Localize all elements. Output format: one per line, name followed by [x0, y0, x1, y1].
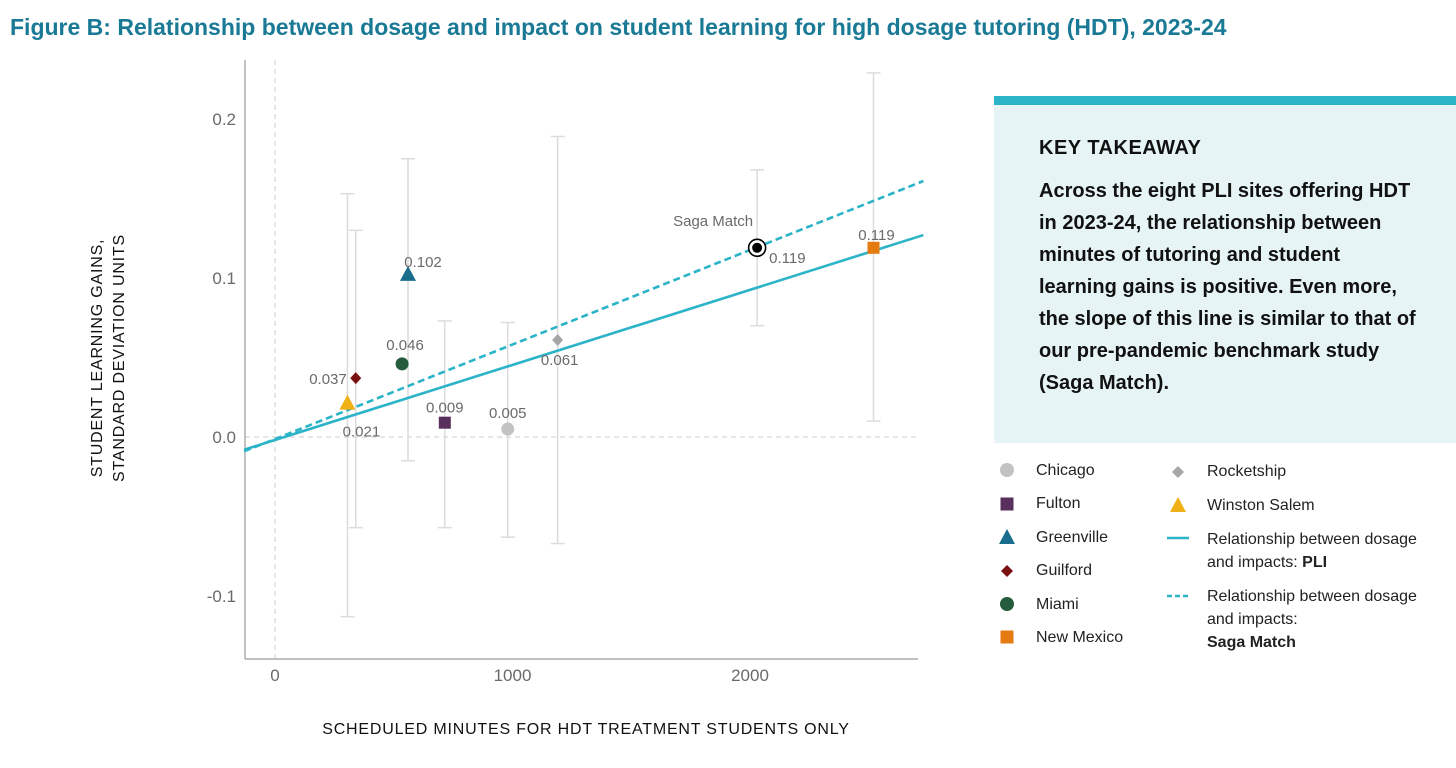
- legend-greenville-label: Greenville: [1036, 529, 1109, 546]
- legend-winston-salem-marker: [1170, 497, 1186, 512]
- legend-greenville-marker: [999, 529, 1015, 544]
- legend-pli-line-text: Relationship between dosage and impacts:: [1207, 531, 1417, 571]
- legend-pli-line-label: Relationship between dosage and impacts:…: [1207, 528, 1437, 574]
- new-mexico-marker: [867, 241, 880, 254]
- legend-rocketship-label: Rocketship: [1207, 463, 1287, 480]
- y-axis-label: STUDENT LEARNING GAINS, STANDARD DEVIATIO…: [89, 234, 128, 482]
- winston-salem-marker: [339, 394, 356, 410]
- legend-fulton-marker: [1000, 497, 1014, 511]
- legend-miami-label: Miami: [1036, 596, 1079, 613]
- takeaway-box: KEY TAKEAWAY Across the eight PLI sites …: [994, 105, 1456, 443]
- new-mexico-value-label: 0.119: [858, 227, 894, 244]
- guilford-marker: [350, 372, 362, 385]
- takeaway-body: Across the eight PLI sites offering HDT …: [1039, 180, 1416, 394]
- guilford-value-label: 0.037: [309, 371, 347, 388]
- y-tick-label: 0.1: [212, 269, 236, 288]
- legend-miami-marker: [1000, 597, 1014, 611]
- legend-saga-line-text: Relationship between dosage and impacts:: [1207, 588, 1417, 628]
- scatter-plot: 0.2 0.1 0.0 -0.1 0 1000 2000 SCHEDULED MINUTES …: [89, 60, 924, 738]
- y-tick-label: 0.0: [212, 428, 236, 447]
- takeaway-accent-bar: [994, 96, 1456, 105]
- rocketship-marker: [552, 334, 564, 347]
- y-axis-label-line2: STANDARD DEVIATION UNITS: [111, 234, 128, 482]
- legend-pli-line-bold: PLI: [1302, 554, 1328, 571]
- chicago-marker: [501, 422, 515, 436]
- legend-rocketship-marker: [1172, 466, 1184, 478]
- saga-match-name-label: Saga Match: [673, 213, 753, 230]
- figure-title: Figure B: Relationship between dosage an…: [10, 14, 1227, 40]
- legend-pli-line-marker: [1167, 536, 1189, 540]
- greenville-value-label: 0.102: [404, 254, 442, 271]
- takeaway-heading: KEY TAKEAWAY: [1039, 137, 1202, 159]
- winston-salem-value-label: 0.021: [343, 424, 381, 441]
- legend-new-mexico-label: New Mexico: [1036, 629, 1124, 646]
- x-axis-label: SCHEDULED MINUTES FOR HDT TREATMENT STUD…: [322, 721, 850, 738]
- saga-match-value-label: 0.119: [769, 250, 805, 267]
- legend-new-mexico-marker: [1000, 630, 1014, 644]
- x-tick-label: 1000: [494, 666, 532, 685]
- legend-chicago-marker: [1000, 463, 1014, 477]
- chicago-value-label: 0.005: [489, 405, 527, 422]
- x-tick-label: 2000: [731, 666, 769, 685]
- fulton-marker: [438, 416, 451, 429]
- legend-saga-line-label: Relationship between dosage and impacts:…: [1207, 585, 1417, 654]
- miami-value-label: 0.046: [386, 337, 424, 354]
- legend-chicago-label: Chicago: [1036, 462, 1095, 479]
- fulton-value-label: 0.009: [426, 400, 464, 417]
- legend-guilford-label: Guilford: [1036, 562, 1093, 579]
- pli-trend-line: [243, 233, 924, 451]
- legend-fulton-label: Fulton: [1036, 495, 1081, 512]
- legend-saga-line-bold: Saga Match: [1207, 634, 1296, 651]
- legend-winston-salem-label: Winston Salem: [1207, 497, 1315, 514]
- rocketship-value-label: 0.061: [541, 352, 579, 369]
- saga-match-marker: [752, 242, 763, 253]
- y-tick-label: -0.1: [207, 587, 236, 606]
- miami-marker: [395, 357, 409, 371]
- x-tick-label: 0: [270, 666, 279, 685]
- legend-guilford-marker: [1001, 565, 1013, 577]
- saga-match-trend-line: [243, 179, 924, 453]
- greenville-marker: [400, 265, 416, 281]
- legend-saga-line-marker: [1167, 594, 1189, 598]
- y-axis-label-line1: STUDENT LEARNING GAINS,: [89, 239, 106, 478]
- y-tick-label: 0.2: [212, 110, 236, 129]
